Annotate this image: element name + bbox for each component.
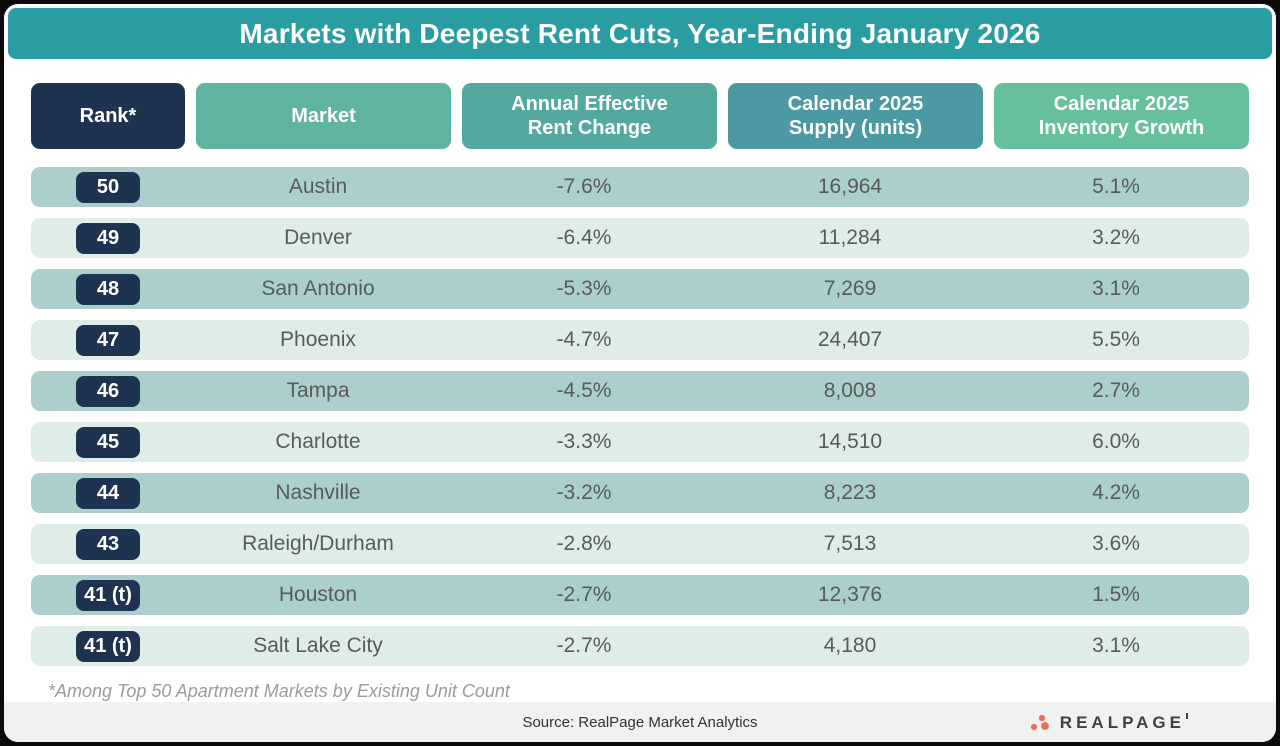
market-cell: Charlotte bbox=[275, 430, 361, 454]
column-header-label: Inventory Growth bbox=[1038, 117, 1205, 140]
supply-cell: 12,376 bbox=[817, 583, 883, 607]
rank-badge: 50 bbox=[76, 171, 140, 203]
rent-change-cell: -2.8% bbox=[556, 532, 612, 556]
inventory-growth-cell: 2.7% bbox=[1092, 379, 1140, 403]
infographic-card: Markets with Deepest Rent Cuts, Year-End… bbox=[4, 4, 1276, 742]
table-row: 50 Austin -7.6% 16,964 5.1% bbox=[31, 167, 1249, 208]
supply-cell: 4,180 bbox=[823, 634, 877, 658]
table-row: 43 Raleigh/Durham -2.8% 7,513 3.6% bbox=[31, 524, 1249, 565]
table-row: 46 Tampa -4.5% 8,008 2.7% bbox=[31, 371, 1249, 412]
page-title: Markets with Deepest Rent Cuts, Year-End… bbox=[239, 17, 1041, 49]
rank-cell: 44 bbox=[31, 477, 185, 509]
column-header-inventory-growth: Calendar 2025 Inventory Growth bbox=[994, 83, 1249, 150]
column-header-supply: Calendar 2025 Supply (units) bbox=[728, 83, 983, 150]
market-cell: Austin bbox=[288, 175, 348, 199]
title-bar: Markets with Deepest Rent Cuts, Year-End… bbox=[8, 8, 1272, 60]
market-cell: Denver bbox=[284, 226, 352, 250]
realpage-wordmark: REALPAGE bbox=[1059, 713, 1185, 733]
rank-cell: 50 bbox=[31, 171, 185, 203]
supply-cell: 8,008 bbox=[823, 379, 877, 403]
rent-change-cell: -2.7% bbox=[556, 634, 612, 658]
column-header-label: Calendar 2025 bbox=[787, 93, 924, 116]
inventory-growth-cell: 3.2% bbox=[1092, 226, 1140, 250]
market-cell: Nashville bbox=[275, 481, 361, 505]
rank-badge: 43 bbox=[76, 528, 140, 560]
column-header-label: Supply (units) bbox=[788, 117, 923, 140]
rank-cell: 41 (t) bbox=[31, 579, 185, 611]
column-header-label: Rank* bbox=[79, 105, 137, 128]
column-header-market: Market bbox=[196, 83, 451, 150]
rank-badge: 41 (t) bbox=[76, 579, 140, 611]
column-header-rank: Rank* bbox=[31, 83, 185, 150]
source-text: Source: RealPage Market Analytics bbox=[522, 713, 758, 731]
rank-cell: 47 bbox=[31, 324, 185, 356]
table-row: 47 Phoenix -4.7% 24,407 5.5% bbox=[31, 320, 1249, 361]
rent-change-cell: -2.7% bbox=[556, 583, 612, 607]
table-row: 41 (t) Salt Lake City -2.7% 4,180 3.1% bbox=[31, 626, 1249, 667]
rank-cell: 48 bbox=[31, 273, 185, 305]
column-header-label: Market bbox=[291, 105, 356, 128]
footer-bar: Source: RealPage Market Analytics REALPA… bbox=[4, 702, 1276, 742]
rank-badge: 46 bbox=[76, 375, 140, 407]
table-row: 49 Denver -6.4% 11,284 3.2% bbox=[31, 218, 1249, 259]
realpage-logo-text: REALPAGE bbox=[1060, 713, 1188, 733]
supply-cell: 24,407 bbox=[817, 328, 883, 352]
inventory-growth-cell: 3.1% bbox=[1092, 277, 1140, 301]
table-header-row: Rank* Market Annual Effective Rent Chang… bbox=[31, 83, 1249, 150]
inventory-growth-cell: 5.1% bbox=[1092, 175, 1140, 199]
market-cell: Salt Lake City bbox=[253, 634, 383, 658]
column-header-label: Calendar 2025 bbox=[1053, 93, 1190, 116]
supply-cell: 14,510 bbox=[817, 430, 883, 454]
supply-cell: 7,513 bbox=[823, 532, 877, 556]
rank-cell: 46 bbox=[31, 375, 185, 407]
footnote: *Among Top 50 Apartment Markets by Exist… bbox=[48, 681, 510, 702]
rank-badge: 47 bbox=[76, 324, 140, 356]
supply-cell: 7,269 bbox=[823, 277, 877, 301]
rent-change-cell: -4.5% bbox=[556, 379, 612, 403]
market-cell: Houston bbox=[278, 583, 358, 607]
inventory-growth-cell: 3.1% bbox=[1092, 634, 1140, 658]
realpage-logo: REALPAGE bbox=[1030, 702, 1188, 742]
rank-badge: 48 bbox=[76, 273, 140, 305]
rank-badge: 45 bbox=[76, 426, 140, 458]
rent-change-cell: -3.2% bbox=[556, 481, 612, 505]
column-header-rent-change: Annual Effective Rent Change bbox=[462, 83, 717, 150]
inventory-growth-cell: 4.2% bbox=[1092, 481, 1140, 505]
market-cell: Raleigh/Durham bbox=[242, 532, 394, 556]
market-cell: Phoenix bbox=[280, 328, 356, 352]
inventory-growth-cell: 6.0% bbox=[1092, 430, 1140, 454]
column-header-label: Rent Change bbox=[527, 117, 652, 140]
inventory-growth-cell: 5.5% bbox=[1092, 328, 1140, 352]
inventory-growth-cell: 3.6% bbox=[1092, 532, 1140, 556]
realpage-dots-icon bbox=[1030, 715, 1049, 731]
table-row: 41 (t) Houston -2.7% 12,376 1.5% bbox=[31, 575, 1249, 616]
rank-badge: 41 (t) bbox=[76, 630, 140, 662]
supply-cell: 16,964 bbox=[817, 175, 883, 199]
table-row: 44 Nashville -3.2% 8,223 4.2% bbox=[31, 473, 1249, 514]
table-row: 48 San Antonio -5.3% 7,269 3.1% bbox=[31, 269, 1249, 310]
inventory-growth-cell: 1.5% bbox=[1092, 583, 1140, 607]
rank-cell: 45 bbox=[31, 426, 185, 458]
rank-cell: 41 (t) bbox=[31, 630, 185, 662]
market-cell: San Antonio bbox=[261, 277, 375, 301]
rank-badge: 44 bbox=[76, 477, 140, 509]
trademark-tick bbox=[1186, 713, 1188, 720]
rent-change-cell: -6.4% bbox=[556, 226, 612, 250]
rank-cell: 43 bbox=[31, 528, 185, 560]
rank-cell: 49 bbox=[31, 222, 185, 254]
table-row: 45 Charlotte -3.3% 14,510 6.0% bbox=[31, 422, 1249, 463]
rank-badge: 49 bbox=[76, 222, 140, 254]
rent-cuts-table: Rank* Market Annual Effective Rent Chang… bbox=[31, 83, 1249, 677]
rent-change-cell: -3.3% bbox=[556, 430, 612, 454]
market-cell: Tampa bbox=[286, 379, 350, 403]
supply-cell: 8,223 bbox=[823, 481, 877, 505]
rent-change-cell: -7.6% bbox=[556, 175, 612, 199]
rent-change-cell: -4.7% bbox=[556, 328, 612, 352]
column-header-label: Annual Effective bbox=[511, 93, 668, 116]
supply-cell: 11,284 bbox=[818, 226, 882, 250]
rent-change-cell: -5.3% bbox=[556, 277, 612, 301]
